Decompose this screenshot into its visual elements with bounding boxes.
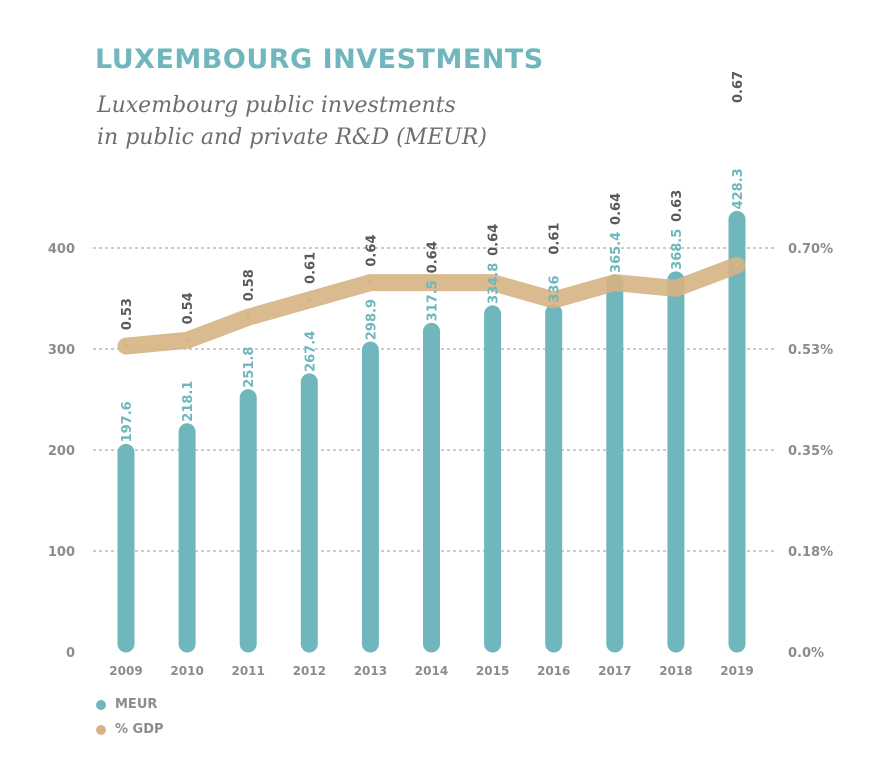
- meur-data-label: 336: [548, 275, 563, 302]
- gdp-point: [368, 280, 373, 285]
- data-labels: 197.6 218.1 251.8 267.4 298.9 317.5 334.8 336 36…: [120, 71, 746, 443]
- gdp-point: [673, 286, 678, 291]
- subtitle-line-2: in public and private R&D (MEUR): [97, 125, 487, 150]
- y-left-tick-label: 400: [48, 242, 75, 257]
- gdp-point: [612, 280, 617, 285]
- y-right-tick-label: 0.53%: [788, 343, 833, 358]
- gdp-point: [551, 297, 556, 302]
- gdp-data-label: 0.63: [670, 190, 685, 222]
- x-tick-label: 2016: [537, 664, 570, 678]
- y-left-tick-label: 200: [48, 444, 75, 459]
- gdp-point: [185, 338, 190, 343]
- x-tick-label: 2012: [293, 664, 326, 678]
- bar-series-meur: [117, 210, 746, 653]
- legend-label-meur: MEUR: [115, 697, 158, 712]
- meur-data-label: 298.9: [364, 299, 379, 340]
- meur-data-label: 251.8: [242, 347, 257, 388]
- gdp-data-label: 0.58: [242, 269, 257, 301]
- x-tick-label: 2014: [415, 664, 448, 678]
- gdp-point: [735, 263, 739, 268]
- x-tick-label: 2019: [720, 664, 753, 678]
- legend-item-meur: MEUR: [96, 697, 157, 712]
- meur-data-label: 267.4: [303, 331, 318, 372]
- gdp-data-label: 0.67: [731, 71, 746, 103]
- gdp-data-label: 0.61: [548, 223, 563, 255]
- meur-data-label: 317.5: [426, 280, 441, 321]
- gdp-data-label: 0.61: [303, 252, 318, 284]
- line-series-gdp: [117, 256, 746, 355]
- meur-data-label: 365.4: [609, 232, 624, 273]
- y-left-tick-label: 300: [48, 343, 75, 358]
- gdp-data-label: 0.64: [364, 235, 379, 267]
- legend-swatch-gdp: [96, 724, 106, 735]
- x-tick-label: 2018: [659, 664, 692, 678]
- gdp-data-label: 0.64: [426, 241, 441, 273]
- meur-data-label: 334.8: [487, 263, 502, 304]
- gdp-data-label: 0.53: [120, 298, 135, 330]
- meur-data-label: 428.3: [731, 168, 746, 209]
- axis-labels: 0 0.0% 100 0.18% 200 0.35% 300 0.53% 400 0.70% 200…: [48, 242, 833, 678]
- gdp-point: [246, 315, 251, 320]
- meur-data-label: 197.6: [120, 401, 135, 442]
- chart-title: LUXEMBOURG INVESTMENTS: [95, 44, 544, 75]
- gdp-point: [307, 297, 312, 302]
- y-right-tick-label: 0.18%: [788, 545, 833, 560]
- gdp-data-label: 0.64: [487, 224, 502, 256]
- subtitle-line-1: Luxembourg public investments: [97, 93, 456, 118]
- x-tick-label: 2011: [231, 664, 264, 678]
- gdp-data-label: 0.64: [609, 193, 624, 225]
- x-tick-label: 2013: [354, 664, 387, 678]
- y-right-tick-label: 0.0%: [788, 646, 824, 661]
- meur-data-label: 368.5: [670, 229, 685, 270]
- legend-swatch-meur: [96, 699, 106, 710]
- chart-subtitle: Luxembourg public investments in public …: [97, 90, 597, 154]
- y-right-tick-label: 0.70%: [788, 242, 833, 257]
- y-left-tick-label: 0: [66, 646, 75, 661]
- y-right-tick-label: 0.35%: [788, 444, 833, 459]
- gdp-point: [429, 280, 434, 285]
- x-tick-label: 2017: [598, 664, 631, 678]
- legend-item-gdp: % GDP: [96, 722, 164, 737]
- x-tick-label: 2015: [476, 664, 509, 678]
- gdp-data-label: 0.54: [181, 292, 196, 324]
- gdp-point: [124, 344, 128, 349]
- y-left-tick-label: 100: [48, 545, 75, 560]
- meur-data-label: 218.1: [181, 381, 196, 422]
- x-tick-label: 2009: [109, 664, 142, 678]
- gdp-point: [490, 280, 495, 285]
- legend-label-gdp: % GDP: [115, 722, 164, 737]
- x-tick-label: 2010: [170, 664, 203, 678]
